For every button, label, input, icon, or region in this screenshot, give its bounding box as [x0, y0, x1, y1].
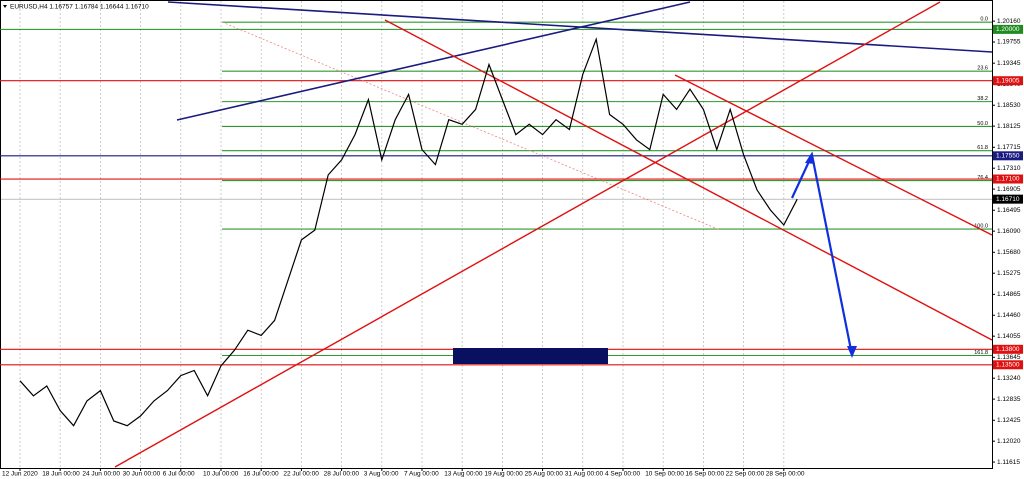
- price-box-label: 1.13800: [996, 346, 1020, 353]
- y-tick-label: 1.18125: [997, 123, 1021, 130]
- x-tick-label: 18 Jun 00:00: [42, 471, 80, 478]
- x-tick-label: 24 Jun 00:00: [82, 471, 120, 478]
- fib-trend: [221, 21, 721, 231]
- fib-label: 100.0: [974, 224, 988, 230]
- price-series: [19, 36, 798, 427]
- fib-label: 23.6: [977, 66, 988, 72]
- y-tick-label: 1.14460: [997, 312, 1021, 319]
- x-tick-label: 19 Aug 00:00: [484, 471, 523, 478]
- fib-label: 61.8: [977, 145, 988, 151]
- x-tick-label: 25 Aug 00:00: [525, 471, 564, 478]
- y-tick-label: 1.16495: [997, 207, 1021, 214]
- title-icon: [3, 5, 7, 8]
- fib-label: 50.0: [977, 121, 988, 127]
- price-box: [993, 360, 1023, 370]
- y-tick-label: 1.18530: [997, 102, 1021, 109]
- y-tick-label: 1.15680: [997, 249, 1021, 256]
- y-tick-label: 1.19755: [997, 39, 1021, 46]
- x-tick-label: 6 Jul 00:00: [163, 471, 195, 478]
- fib-label: 38.2: [977, 96, 988, 102]
- y-tick-label: 1.12020: [997, 438, 1021, 445]
- zone: [453, 348, 608, 364]
- y-tick-label: 1.19345: [997, 60, 1021, 67]
- price-box-label: 1.19005: [996, 77, 1020, 84]
- fib-label: 76.4: [977, 175, 988, 181]
- trendline: [176, 1, 691, 121]
- price-box-label: 1.17100: [996, 176, 1020, 183]
- x-tick-label: 28 Sep 00:00: [766, 471, 805, 478]
- y-tick-label: 1.17310: [997, 165, 1021, 172]
- x-tick-label: 28 Jul 00:00: [324, 471, 360, 478]
- y-tick-label: 1.16905: [997, 186, 1021, 193]
- price-box-label: 1.17550: [996, 153, 1020, 160]
- price-box: [993, 344, 1023, 354]
- x-tick-label: 10 Jul 00:00: [203, 471, 239, 478]
- y-tick-label: 1.13645: [997, 354, 1021, 361]
- arrow-head: [847, 346, 857, 358]
- x-tick-label: 7 Aug 00:00: [404, 471, 439, 478]
- arrow-head: [805, 152, 815, 164]
- x-tick-label: 22 Sep 00:00: [726, 471, 765, 478]
- price-box-label: 1.16710: [996, 196, 1020, 203]
- y-tick-label: 1.15275: [997, 270, 1021, 277]
- price-box: [993, 24, 1023, 34]
- price-box: [993, 174, 1023, 184]
- x-tick-label: 10 Sep 00:00: [645, 471, 684, 478]
- price-box-label: 1.20000: [996, 26, 1020, 33]
- price-box: [993, 76, 1023, 86]
- chart-title: EURUSD,H4 1.16757 1.16784 1.16644 1.1671…: [10, 4, 149, 11]
- price-box: [993, 151, 1023, 161]
- grid: [19, 1, 785, 468]
- levels: 0.0 23.6 38.2 50.0 61.8 76.4 100.0 161.8: [0, 17, 992, 366]
- fib-label: 0.0: [980, 17, 988, 23]
- y-tick-label: 1.14865: [997, 291, 1021, 298]
- x-tick-label: 31 Aug 00:00: [565, 471, 604, 478]
- y-tick-label: 1.12425: [997, 417, 1021, 424]
- y-tick-label: 1.20160: [997, 18, 1021, 25]
- x-tick-label: 22 Jul 00:00: [283, 471, 319, 478]
- y-tick-label: 1.13240: [997, 375, 1021, 382]
- x-tick-label: 4 Sep 00:00: [605, 471, 640, 478]
- y-tick-label: 1.14055: [997, 333, 1021, 340]
- x-tick-label: 3 Aug 00:00: [364, 471, 399, 478]
- price-box: [993, 194, 1023, 204]
- y-tick-label: 1.11615: [997, 459, 1020, 466]
- y-tick-label: 1.12835: [997, 396, 1021, 403]
- x-tick-label: 16 Sep 00:00: [685, 471, 724, 478]
- fib-label: 161.8: [974, 350, 988, 356]
- axes: 1.201601.197551.193451.189401.185301.181…: [2, 18, 1023, 478]
- x-tick-label: 16 Jul 00:00: [243, 471, 279, 478]
- trendline: [114, 1, 941, 468]
- price-line: [19, 36, 798, 427]
- x-tick-label: 13 Aug 00:00: [444, 471, 483, 478]
- price-box-label: 1.13500: [996, 362, 1020, 369]
- trendline: [674, 74, 993, 236]
- y-tick-label: 1.16090: [997, 228, 1021, 235]
- x-tick-label: 30 Jun 00:00: [123, 471, 161, 478]
- y-tick-label: 1.17715: [997, 144, 1021, 151]
- x-tick-label: 12 Jun 2020: [2, 471, 38, 478]
